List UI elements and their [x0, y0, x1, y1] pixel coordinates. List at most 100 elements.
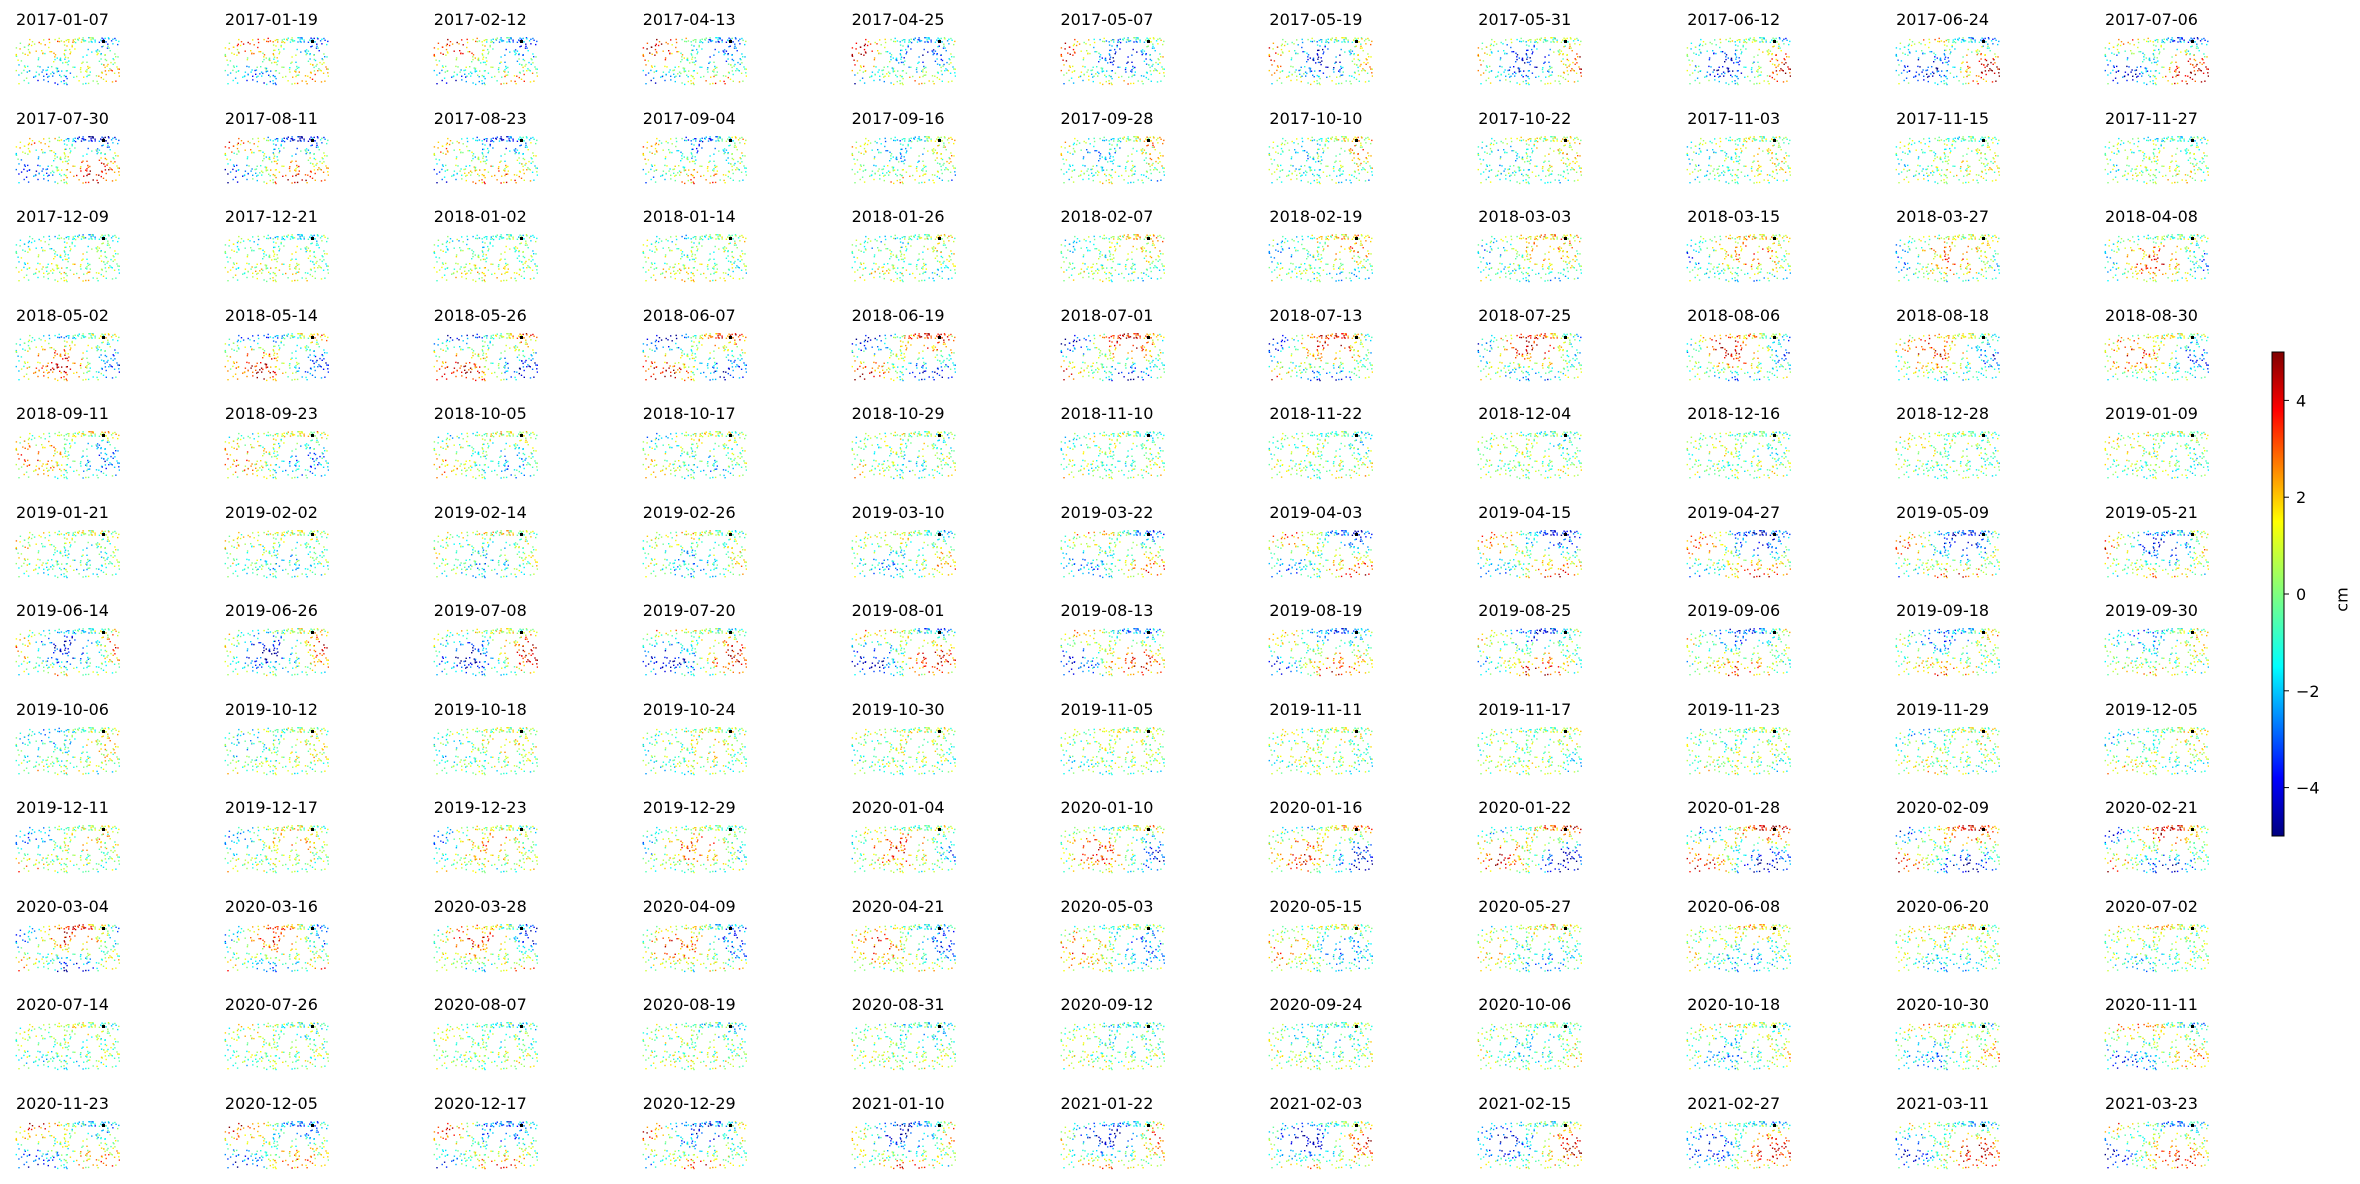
- pixel-point: [295, 160, 297, 162]
- pixel-point: [460, 75, 463, 77]
- pixel-point: [1101, 40, 1103, 43]
- pixel-point: [1324, 143, 1327, 145]
- pixel-point: [878, 39, 880, 41]
- pixel-point: [1537, 41, 1539, 44]
- pixel-point: [1695, 53, 1698, 55]
- pixel-point: [63, 53, 65, 55]
- pixel-point: [2174, 82, 2176, 85]
- pixel-point: [655, 168, 657, 170]
- pixel-point: [1922, 69, 1924, 71]
- pixel-point: [692, 70, 694, 72]
- pixel-point: [1709, 74, 1712, 76]
- pixel-point: [1990, 61, 1992, 64]
- pixel-point: [664, 57, 666, 59]
- pixel-point: [465, 46, 468, 49]
- pixel-point: [295, 69, 297, 71]
- pixel-point: [740, 136, 743, 138]
- pixel-point: [1110, 168, 1112, 171]
- pixel-point: [1517, 54, 1519, 56]
- pixel-point: [1130, 167, 1133, 169]
- pixel-point: [1358, 168, 1360, 171]
- pixel-point: [878, 137, 880, 140]
- pixel-point: [1326, 76, 1328, 78]
- pixel-point: [1981, 37, 1983, 39]
- pixel-point: [644, 83, 647, 85]
- pixel-point: [1496, 43, 1498, 45]
- pixel-point: [1536, 38, 1539, 40]
- pixel-point: [509, 41, 511, 43]
- pixel-point: [1509, 80, 1512, 83]
- pixel-point: [1090, 73, 1092, 75]
- pixel-point: [306, 75, 309, 77]
- pixel-point: [860, 152, 862, 154]
- pixel-point: [113, 157, 115, 159]
- pixel-point: [65, 70, 68, 72]
- pixel-point: [1325, 39, 1328, 41]
- pixel-point: [318, 166, 320, 168]
- pixel-point: [517, 137, 520, 140]
- pixel-point: [2185, 49, 2188, 51]
- pixel-point: [732, 41, 734, 43]
- pixel-point: [262, 151, 264, 153]
- pixel-point: [923, 74, 925, 76]
- pixel-point: [66, 61, 68, 64]
- pixel-point: [1907, 44, 1910, 47]
- pixel-point: [709, 154, 711, 157]
- pixel-point: [100, 137, 102, 140]
- pixel-point: [1342, 165, 1344, 167]
- pixel-point: [725, 50, 727, 52]
- pixel-point: [706, 68, 708, 71]
- pixel-point: [1141, 151, 1144, 153]
- pixel-point: [1502, 43, 1504, 45]
- pixel-point: [485, 137, 488, 139]
- pixel-point: [853, 83, 856, 85]
- pixel-point: [1717, 73, 1719, 75]
- pixel-point: [717, 137, 719, 139]
- pixel-point: [66, 83, 68, 86]
- pixel-point: [1336, 139, 1339, 141]
- pixel-point: [1775, 66, 1777, 69]
- pixel-point: [873, 59, 875, 61]
- pixel-point: [1153, 68, 1156, 70]
- pixel-point: [1562, 39, 1564, 41]
- pixel-point: [915, 71, 918, 73]
- pixel-point: [940, 157, 942, 159]
- pixel-point: [482, 155, 484, 157]
- pixel-point: [1108, 139, 1110, 141]
- pixel-point: [1977, 52, 1979, 55]
- pixel-point: [653, 164, 656, 166]
- pixel-point: [1349, 80, 1352, 83]
- pixel-point: [1274, 60, 1276, 62]
- displacement-map: [2104, 37, 2209, 86]
- pixel-point: [259, 66, 262, 68]
- pixel-point: [1143, 50, 1145, 52]
- pixel-point: [2134, 69, 2136, 72]
- pixel-point: [1060, 168, 1062, 170]
- pixel-point: [718, 139, 720, 142]
- pixel-point: [894, 136, 896, 138]
- pixel-point: [688, 62, 691, 64]
- pixel-point: [456, 74, 458, 76]
- pixel-point: [1772, 37, 1774, 39]
- pixel-point: [1313, 179, 1316, 181]
- pixel-point: [1331, 136, 1334, 138]
- pixel-point: [1108, 148, 1110, 150]
- pixel-point: [86, 69, 88, 71]
- pixel-point: [1720, 41, 1722, 44]
- pixel-point: [874, 164, 877, 167]
- pixel-point: [1566, 70, 1569, 72]
- pixel-point: [316, 168, 319, 170]
- pixel-point: [851, 168, 853, 170]
- pixel-point: [54, 157, 56, 159]
- pixel-point: [1905, 77, 1908, 79]
- pixel-point: [923, 67, 925, 69]
- pixel-point: [1580, 72, 1582, 74]
- pixel-point: [87, 164, 89, 166]
- pixel-point: [311, 137, 314, 139]
- pixel-point: [1315, 62, 1317, 64]
- pixel-point: [668, 52, 671, 54]
- pixel-point: [290, 39, 292, 41]
- pixel-point: [655, 137, 658, 139]
- pixel-point: [1782, 40, 1784, 42]
- pixel-point: [105, 158, 108, 160]
